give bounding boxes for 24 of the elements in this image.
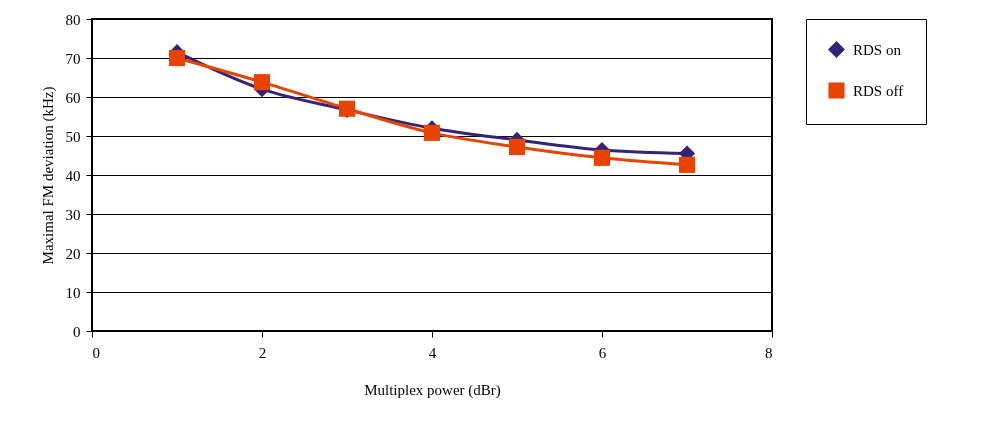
x-tick-label: 0 bbox=[92, 344, 100, 361]
point bbox=[168, 49, 186, 67]
x-axis-title: Multiplex power (dBr) bbox=[364, 381, 501, 399]
y-tick-label: 50 bbox=[65, 128, 81, 145]
legend-label: RDS on bbox=[853, 41, 902, 58]
y-tick-label: 40 bbox=[65, 167, 81, 184]
legend-label: RDS off bbox=[853, 82, 904, 99]
x-tick-label: 2 bbox=[258, 344, 267, 361]
point bbox=[253, 74, 271, 91]
x-tick-label: 8 bbox=[765, 344, 773, 361]
point bbox=[508, 138, 526, 155]
y-tick-label: 10 bbox=[65, 284, 81, 301]
y-tick-label: 20 bbox=[65, 245, 81, 262]
y-tick-label: 70 bbox=[65, 50, 81, 67]
y-tick-label: 60 bbox=[65, 89, 81, 106]
y-tick-label: 0 bbox=[73, 323, 81, 340]
y-axis-title: Maximal FM deviation (kHz) bbox=[39, 86, 57, 265]
x-tick-label: 4 bbox=[428, 344, 437, 361]
x-tick-label: 6 bbox=[598, 344, 607, 361]
y-tick-label: 30 bbox=[65, 206, 81, 223]
point bbox=[423, 124, 441, 141]
point bbox=[593, 149, 611, 166]
y-tick-label: 80 bbox=[65, 11, 81, 28]
point bbox=[678, 156, 696, 173]
